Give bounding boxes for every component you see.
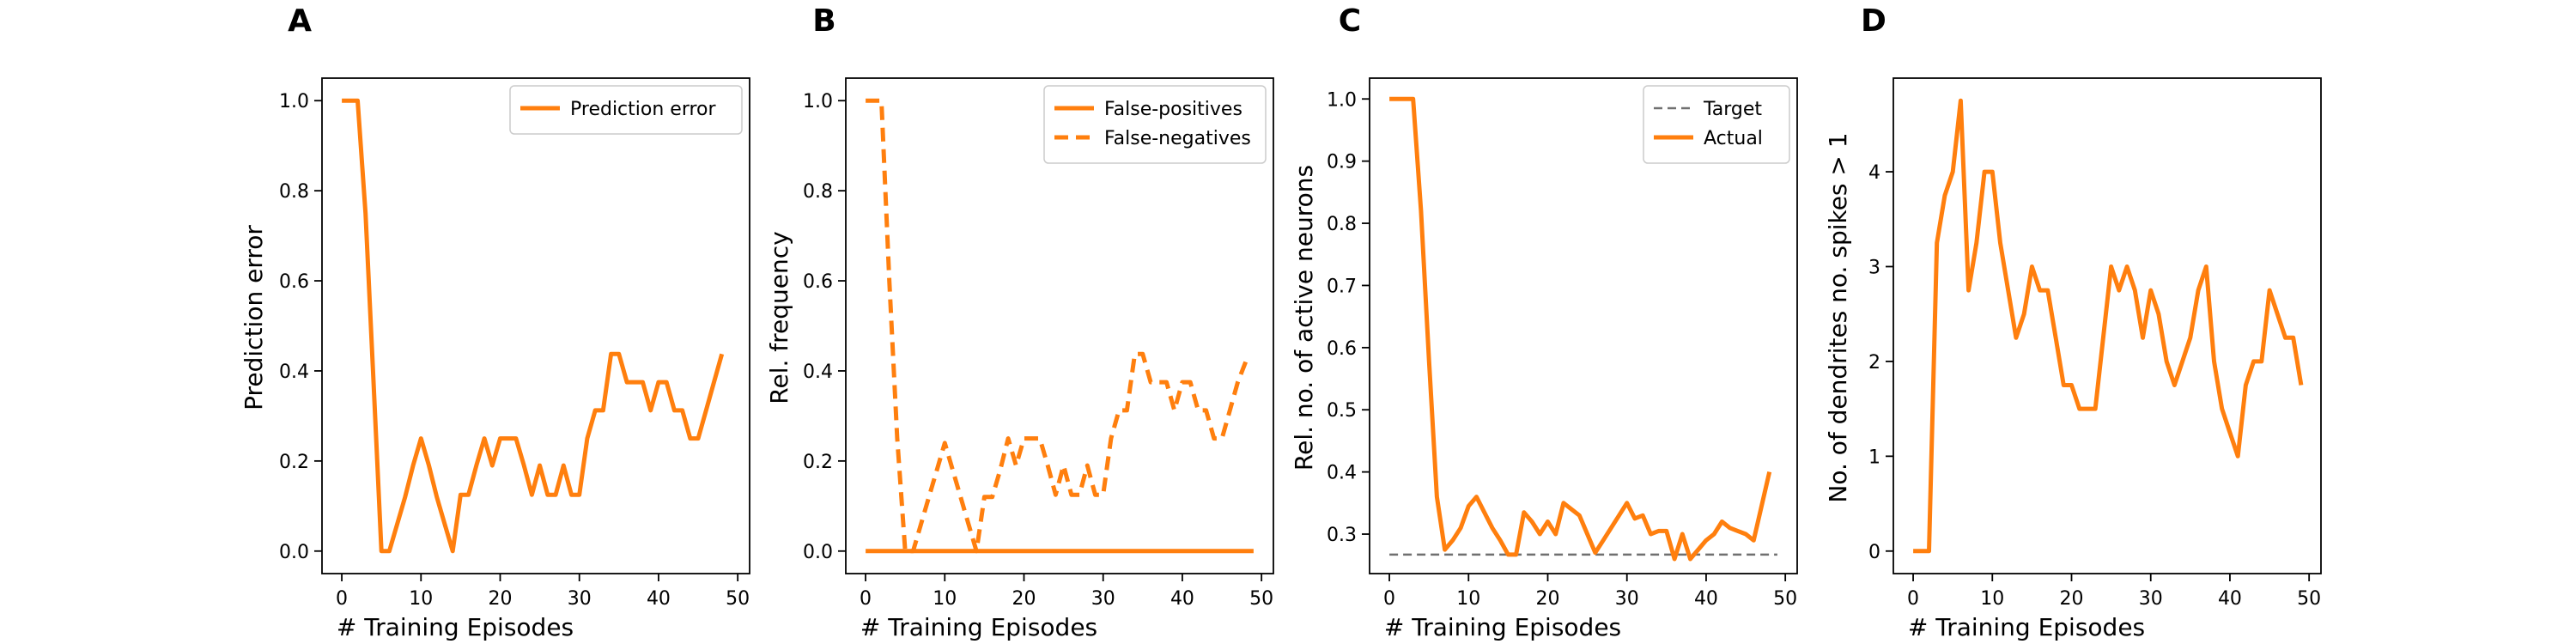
x-tick-label: 0 bbox=[1907, 588, 1919, 610]
panel-d-axes-frame bbox=[1893, 77, 2322, 574]
legend-box bbox=[1643, 85, 1790, 164]
x-tick-label: 20 bbox=[489, 588, 513, 610]
y-tick-label: 0.2 bbox=[279, 452, 309, 473]
panel-b-ticks: 0 10 20 30 40 50 0.0 0.2 0.4 0.6 0.8 1.0 bbox=[803, 91, 1273, 610]
y-tick-label: 1.0 bbox=[803, 91, 833, 112]
x-tick-label: 40 bbox=[1170, 588, 1194, 610]
panel-b-axes-frame bbox=[845, 77, 1274, 574]
panel-a-letter: A bbox=[288, 3, 312, 39]
panel-d-letter: D bbox=[1861, 3, 1886, 39]
legend-label: False-positives bbox=[1104, 99, 1242, 120]
x-tick-label: 0 bbox=[336, 588, 348, 610]
y-tick-label: 0.4 bbox=[279, 361, 309, 383]
y-tick-label: 3 bbox=[1868, 257, 1880, 278]
x-tick-label: 50 bbox=[1773, 588, 1797, 610]
x-tick-label: 0 bbox=[860, 588, 872, 610]
panel-d-ticks: 0 10 20 30 40 50 0 1 2 3 4 bbox=[1868, 162, 2321, 610]
y-tick-label: 0.0 bbox=[279, 542, 309, 563]
series-line-prediction-error bbox=[342, 98, 725, 554]
panel-a-ticks: 0 10 20 30 40 50 0.0 0.2 0.4 0.6 0.8 1.0 bbox=[279, 91, 750, 610]
y-tick-label: 1.0 bbox=[1327, 89, 1357, 111]
panel-b-letter: B bbox=[812, 3, 835, 39]
y-tick-label: 0.6 bbox=[803, 271, 833, 293]
panel-c-legend: Target Actual bbox=[1643, 85, 1790, 164]
x-tick-label: 0 bbox=[1383, 588, 1395, 610]
series-line-values bbox=[1913, 98, 2304, 554]
y-tick-label: 0.7 bbox=[1327, 276, 1357, 297]
panel-a-plot bbox=[342, 98, 725, 554]
panel-b-ylabel: Rel. frequency bbox=[765, 231, 793, 404]
y-tick-label: 0.6 bbox=[1327, 338, 1357, 360]
panel-d-xlabel: # Training Episodes bbox=[1908, 613, 2145, 641]
panel-c-ylabel: Rel. no. of active neurons bbox=[1290, 165, 1318, 471]
y-tick-label: 0.9 bbox=[1327, 152, 1357, 173]
y-tick-label: 1 bbox=[1868, 447, 1880, 468]
panel-d: D No. of dendrites no. spikes > 1 # Trai… bbox=[1824, 3, 2322, 641]
y-tick-label: 0.5 bbox=[1327, 400, 1357, 422]
panel-c-plot bbox=[1389, 96, 1777, 562]
y-tick-label: 2 bbox=[1868, 352, 1880, 374]
panel-a-ylabel: Prediction error bbox=[240, 225, 268, 410]
y-tick-label: 0.8 bbox=[279, 181, 309, 203]
y-tick-label: 0.0 bbox=[803, 542, 833, 563]
x-tick-label: 20 bbox=[1536, 588, 1560, 610]
x-tick-label: 50 bbox=[1249, 588, 1273, 610]
x-tick-label: 10 bbox=[1980, 588, 2004, 610]
panel-c-ticks: 0 10 20 30 40 50 0.3 0.4 0.5 0.6 0.7 0.8 0.9 1.0 bbox=[1327, 89, 1797, 610]
legend-label: Prediction error bbox=[570, 99, 716, 120]
panel-c-xlabel: # Training Episodes bbox=[1384, 613, 1621, 641]
legend-box bbox=[509, 85, 743, 135]
panel-c: C Rel. no. of active neurons # Training … bbox=[1290, 3, 1798, 641]
y-tick-label: 0 bbox=[1868, 542, 1880, 563]
x-tick-label: 10 bbox=[1456, 588, 1480, 610]
x-tick-label: 40 bbox=[1694, 588, 1718, 610]
legend-label: Actual bbox=[1704, 128, 1763, 149]
x-tick-label: 30 bbox=[2139, 588, 2163, 610]
panel-b: B Rel. frequency # Training Episodes 0 10… bbox=[765, 3, 1274, 641]
y-tick-label: 0.3 bbox=[1327, 525, 1357, 546]
legend-label: False-negatives bbox=[1104, 128, 1251, 149]
y-tick-label: 0.4 bbox=[803, 361, 833, 383]
y-tick-label: 0.8 bbox=[803, 181, 833, 203]
panel-c-letter: C bbox=[1339, 3, 1361, 39]
panel-a: A Prediction error # Training Episodes 0… bbox=[240, 3, 750, 641]
y-tick-label: 0.2 bbox=[803, 452, 833, 473]
x-tick-label: 30 bbox=[1615, 588, 1639, 610]
y-tick-label: 4 bbox=[1868, 162, 1880, 184]
panel-a-legend: Prediction error bbox=[509, 85, 743, 135]
series-line-actual bbox=[1389, 96, 1772, 562]
y-tick-label: 0.4 bbox=[1327, 463, 1357, 484]
legend-label: Target bbox=[1703, 99, 1762, 120]
y-tick-label: 0.6 bbox=[279, 271, 309, 293]
x-tick-label: 40 bbox=[647, 588, 671, 610]
x-tick-label: 40 bbox=[2218, 588, 2242, 610]
panel-b-xlabel: # Training Episodes bbox=[860, 613, 1097, 641]
y-tick-label: 1.0 bbox=[279, 91, 309, 112]
x-tick-label: 20 bbox=[2060, 588, 2084, 610]
panel-a-xlabel: # Training Episodes bbox=[337, 613, 574, 641]
panel-d-plot bbox=[1913, 98, 2304, 554]
panel-c-axes-frame bbox=[1369, 77, 1798, 574]
x-tick-label: 50 bbox=[2297, 588, 2321, 610]
x-tick-label: 50 bbox=[726, 588, 750, 610]
x-tick-label: 20 bbox=[1012, 588, 1036, 610]
x-tick-label: 10 bbox=[409, 588, 433, 610]
x-tick-label: 30 bbox=[1091, 588, 1115, 610]
legend-box bbox=[1043, 85, 1267, 164]
x-tick-label: 30 bbox=[568, 588, 592, 610]
series-line-false-negatives bbox=[866, 98, 1249, 554]
panel-b-plot bbox=[866, 98, 1254, 554]
panel-d-ylabel: No. of dendrites no. spikes > 1 bbox=[1824, 132, 1852, 502]
panel-b-legend: False-positives False-negatives bbox=[1043, 85, 1267, 164]
y-tick-label: 0.8 bbox=[1327, 214, 1357, 235]
panel-a-axes-frame bbox=[321, 77, 750, 574]
x-tick-label: 10 bbox=[933, 588, 957, 610]
